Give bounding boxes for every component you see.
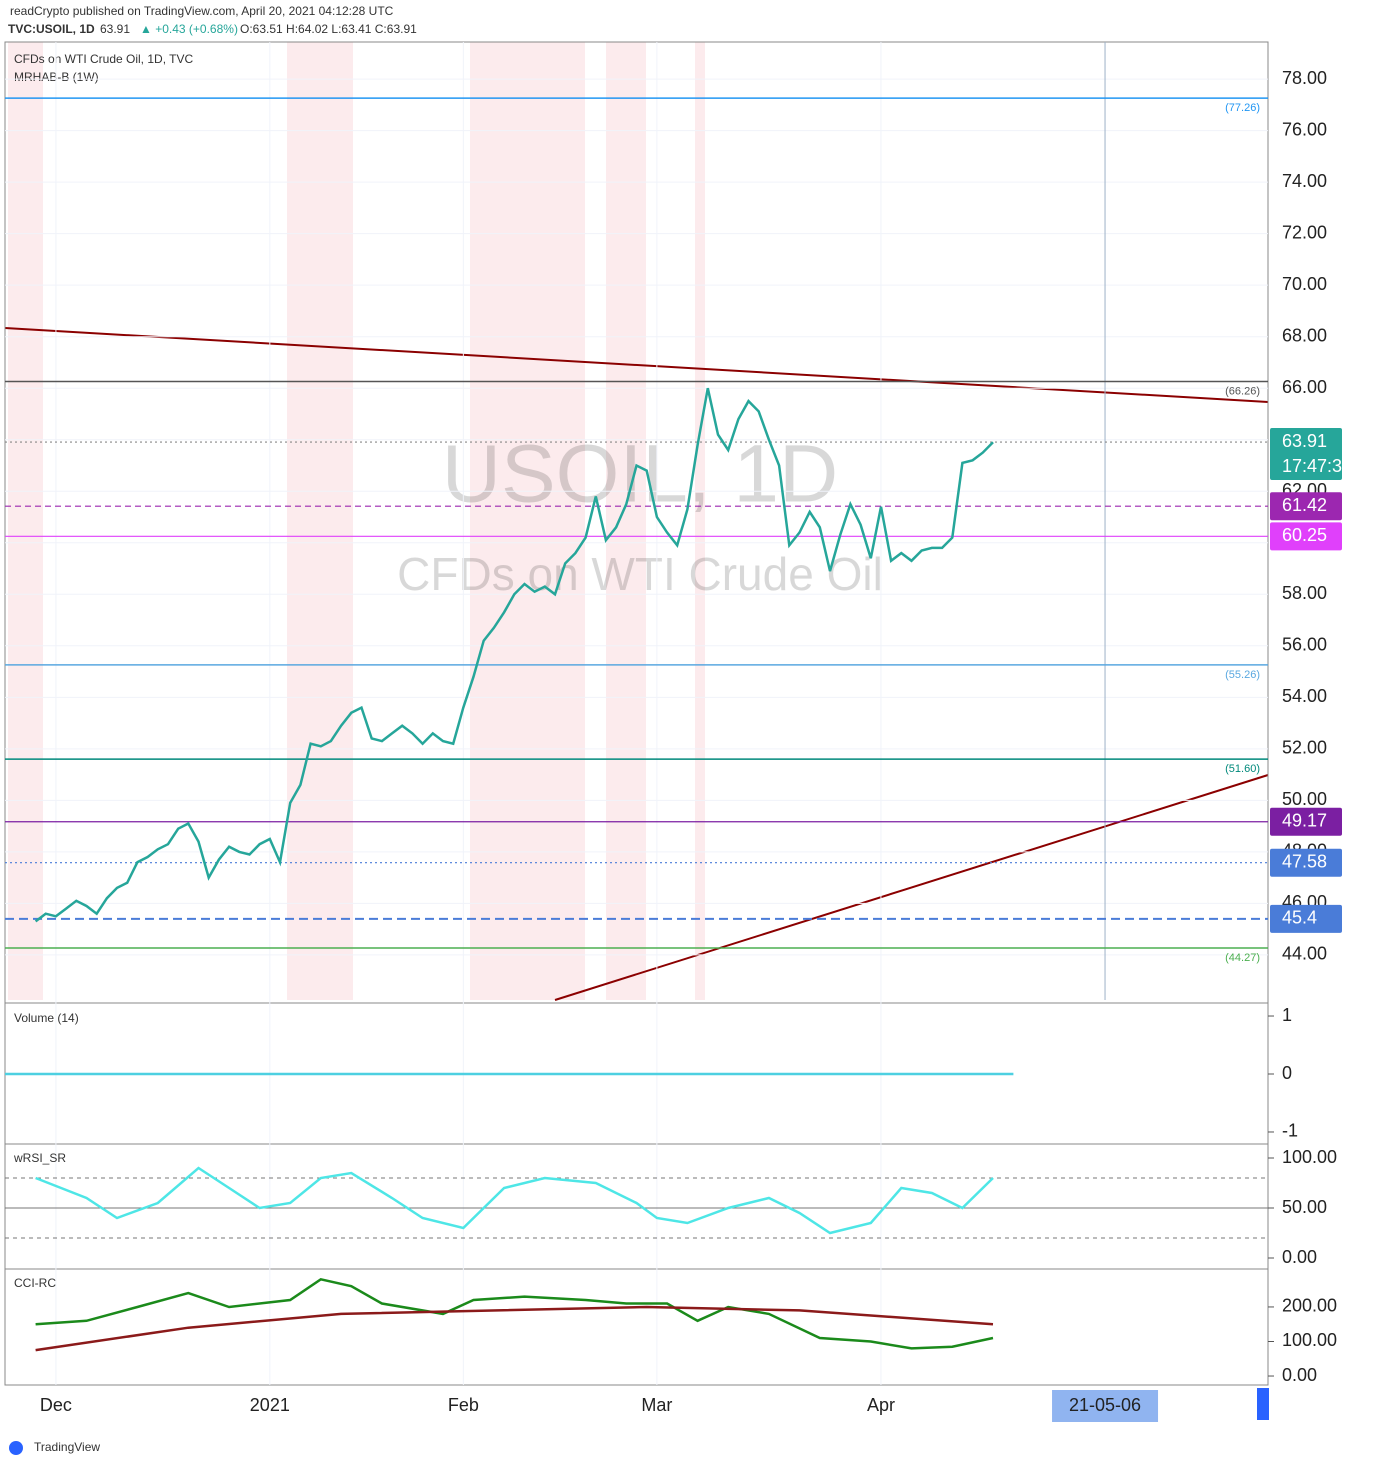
price-badge-label: 47.58	[1282, 851, 1327, 871]
watermark: USOIL, 1D	[442, 429, 838, 520]
y-tick-label: 0	[1282, 1063, 1292, 1083]
y-tick-label: 0.00	[1282, 1247, 1317, 1267]
logo	[9, 1441, 23, 1455]
change: ▲ +0.43 (+0.68%)	[140, 22, 238, 36]
x-tick-label: Apr	[867, 1395, 895, 1415]
y-tick-label: 1	[1282, 1005, 1292, 1025]
y-tick-label: 200.00	[1282, 1296, 1337, 1316]
stripe	[695, 42, 705, 1000]
stripe	[606, 42, 646, 1000]
footer: TradingView	[34, 1440, 100, 1454]
frame	[4, 41, 1269, 1386]
y-tick-label: 50.00	[1282, 789, 1327, 809]
x-tick-label: 2021	[250, 1395, 290, 1415]
price-line-series	[34, 387, 994, 923]
countdown: 17:47:34	[1282, 456, 1352, 476]
y-tick-label: 56.00	[1282, 635, 1327, 655]
price-badge	[1270, 904, 1342, 933]
y-tick-label: 44.00	[1282, 944, 1327, 964]
y-tick-label: 68.00	[1282, 325, 1327, 345]
level-label: (51.60)	[1225, 763, 1260, 775]
price-badge	[1270, 807, 1342, 836]
y-tick-label: 76.00	[1282, 119, 1327, 139]
session-stripes	[8, 42, 705, 1000]
price-badge	[1270, 492, 1342, 521]
indicator-line	[35, 1277, 994, 1350]
indicator-line	[35, 1305, 994, 1352]
x-tick-label: Feb	[448, 1395, 479, 1415]
price-badge-label: 49.17	[1282, 810, 1327, 830]
last-price: 63.91	[100, 22, 130, 36]
plot-border	[4, 41, 1269, 1386]
publisher: readCrypto published on TradingView.com,…	[10, 4, 394, 18]
ohlc: O:63.51 H:64.02 L:63.41 C:63.91	[240, 22, 417, 36]
price-badge	[1270, 522, 1342, 551]
price-badge-label: 61.42	[1282, 495, 1327, 515]
price-badge-label: 60.25	[1282, 525, 1327, 545]
pane-title: Volume (14)	[14, 1011, 79, 1025]
y-tick-label: 74.00	[1282, 171, 1327, 191]
indicator-line	[35, 1166, 994, 1235]
y-tick-label: 66.00	[1282, 377, 1327, 397]
stripe	[8, 42, 43, 1000]
cursor-label: 21-05-06	[1069, 1395, 1141, 1415]
scroll-marker	[1257, 1388, 1269, 1420]
y-tick-label: 0.00	[1282, 1365, 1317, 1385]
y-tick-label: 100.00	[1282, 1330, 1337, 1350]
cursor-badge	[1052, 1390, 1159, 1422]
level-label: (77.26)	[1225, 102, 1260, 114]
symbol: TVC:USOIL, 1D	[8, 22, 95, 36]
level-label: (55.26)	[1225, 669, 1260, 681]
level-label: (44.27)	[1225, 952, 1260, 964]
x-tick-label: Dec	[40, 1395, 72, 1415]
price-badge	[1270, 848, 1342, 877]
y-tick-label: 78.00	[1282, 68, 1327, 88]
y-tick-label: 72.00	[1282, 222, 1327, 242]
stripe	[287, 42, 353, 1000]
series-title: CFDs on WTI Crude Oil, 1D, TVC	[14, 52, 193, 66]
trend-line	[554, 774, 1269, 1001]
stripe	[470, 42, 585, 1000]
price-badge-label: 63.91	[1282, 431, 1327, 451]
y-tick-label: 54.00	[1282, 686, 1327, 706]
y-tick-label: 100.00	[1282, 1147, 1337, 1167]
y-tick-label: 50.00	[1282, 1197, 1327, 1217]
level-label: (66.26)	[1225, 385, 1260, 397]
x-tick-label: Mar	[641, 1395, 672, 1415]
y-tick-label: -1	[1282, 1121, 1298, 1141]
y-tick-label: 70.00	[1282, 274, 1327, 294]
y-tick-label: 58.00	[1282, 583, 1327, 603]
watermark-sub: CFDs on WTI Crude Oil	[397, 548, 883, 600]
price-badge-label: 45.4	[1282, 908, 1317, 928]
price-badge	[1270, 428, 1342, 481]
pane-title: CCI-RC	[14, 1276, 56, 1290]
pane-title: wRSI_SR	[13, 1151, 66, 1165]
y-tick-label: 52.00	[1282, 738, 1327, 758]
trend-line	[4, 327, 1269, 403]
